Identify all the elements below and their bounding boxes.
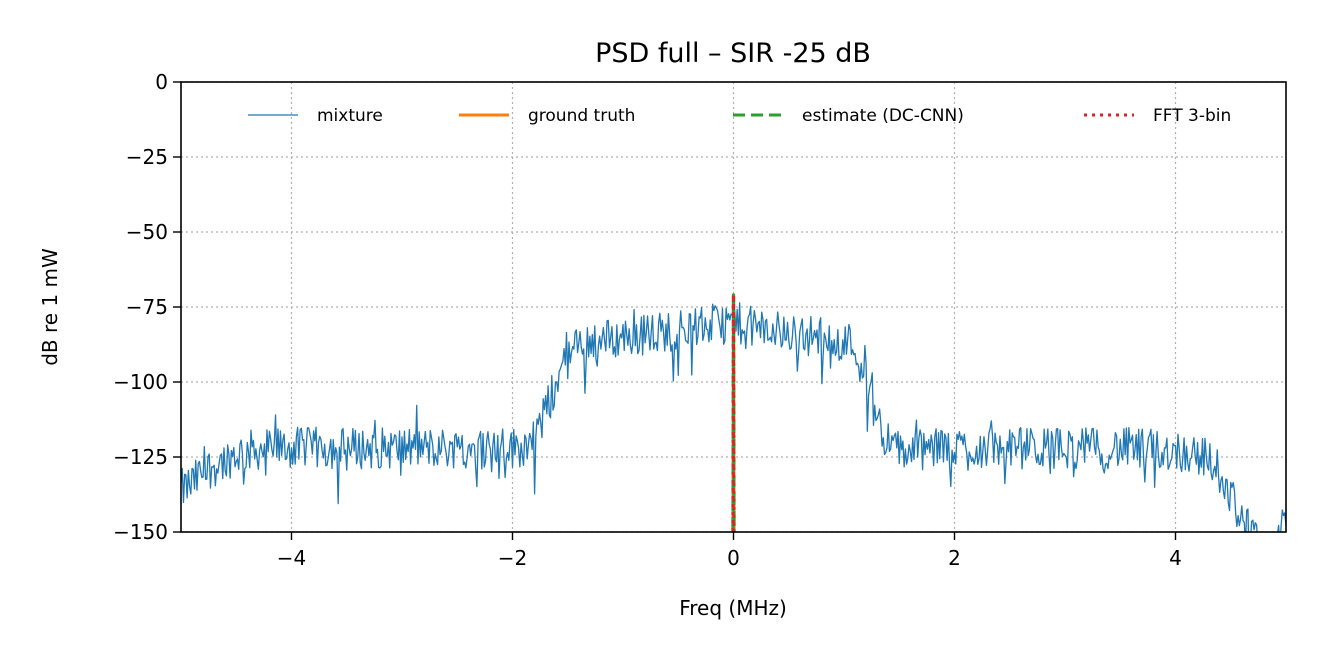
x-tick-label: −4: [277, 546, 306, 570]
legend-label: FFT 3-bin: [1153, 106, 1231, 126]
y-tick-label: −25: [126, 145, 168, 169]
y-tick-label: 0: [155, 70, 168, 94]
y-tick-label: −50: [126, 220, 168, 244]
x-tick-label: 0: [727, 546, 740, 570]
y-tick-label: −125: [113, 445, 168, 469]
x-axis-label: Freq (MHz): [679, 596, 787, 620]
y-tick-label: −150: [113, 520, 168, 544]
y-axis-ticks: 0 −25 −50 −75 −100 −125 −150: [113, 70, 181, 544]
legend-label: mixture: [317, 106, 383, 126]
legend-label: estimate (DC-CNN): [802, 106, 964, 126]
x-axis-ticks: −4 −2 0 2 4: [277, 532, 1182, 570]
y-tick-label: −75: [126, 295, 168, 319]
chart-title: PSD full – SIR -25 dB: [595, 38, 871, 69]
legend-label: ground truth: [528, 106, 635, 126]
series-line-fft-3-bin: [731, 293, 736, 532]
x-tick-label: 4: [1169, 546, 1182, 570]
series-line-estimate-dc-cnn: [731, 293, 736, 532]
y-axis-label: dB re 1 mW: [38, 248, 62, 366]
series-layer: [181, 293, 1286, 532]
legend: mixture ground truth estimate (DC-CNN) FFT …: [248, 106, 1231, 126]
x-tick-label: −2: [498, 546, 527, 570]
y-tick-label: −100: [113, 370, 168, 394]
x-tick-label: 2: [948, 546, 961, 570]
